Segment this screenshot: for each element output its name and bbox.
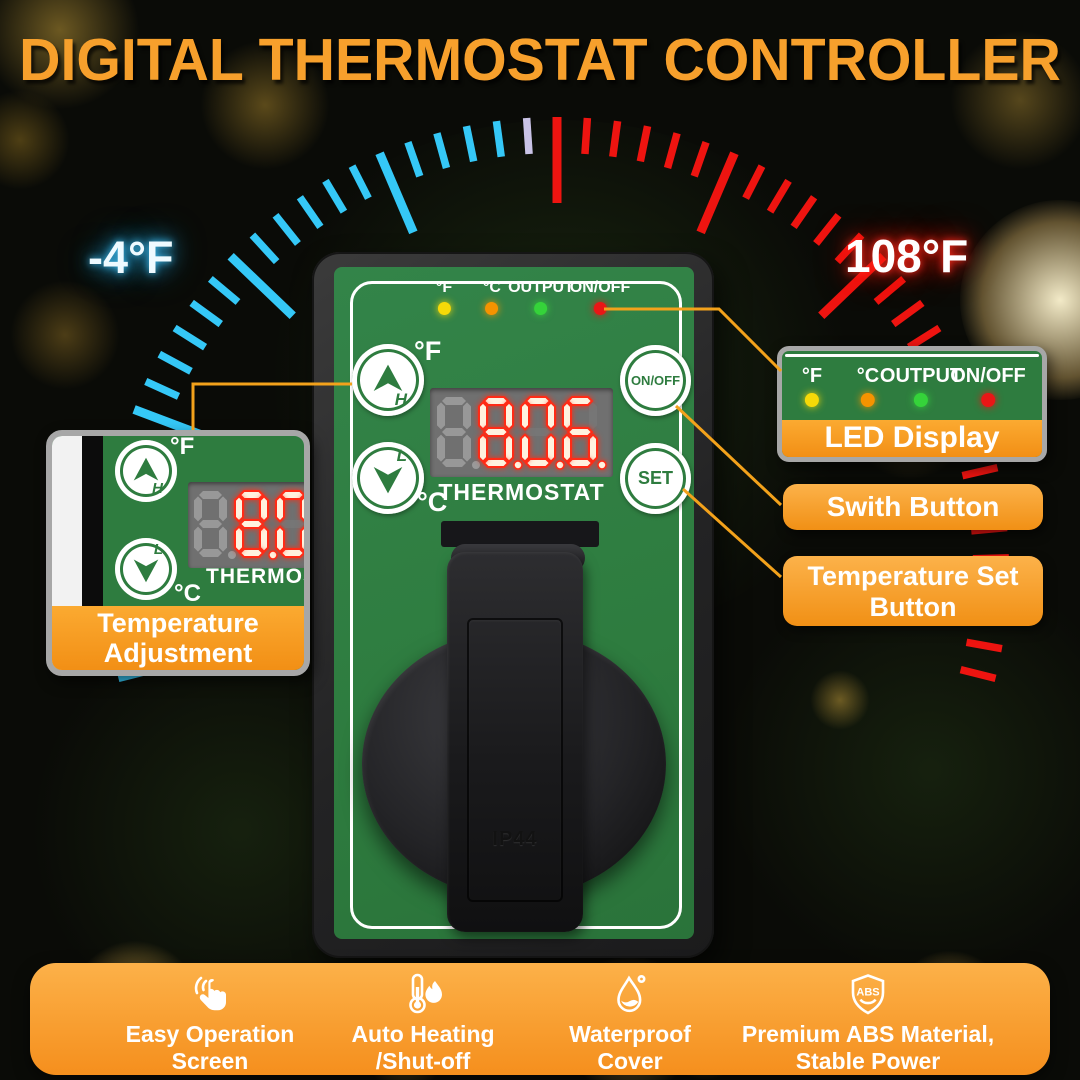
mini-temp-up-button: H xyxy=(115,440,177,502)
feature-label: Waterproof Cover xyxy=(569,1021,691,1075)
indicator-output-led xyxy=(534,302,548,315)
feature-line2: Screen xyxy=(171,1048,249,1074)
indicator-c: °C xyxy=(483,279,501,315)
clasp-inner-outline xyxy=(467,618,563,902)
indicator-output-led xyxy=(914,393,928,407)
touch-icon xyxy=(194,976,226,1011)
indicator-f: °F xyxy=(436,279,452,315)
feature-abs-material: ABS Premium ABS Material, Stable Power xyxy=(718,971,1018,1075)
onoff-button-label: ON/OFF xyxy=(630,373,681,388)
heat-icon xyxy=(409,973,442,1014)
indicator-onoff-label: ON/OFF xyxy=(950,365,1026,387)
feature-line1: Waterproof xyxy=(569,1021,691,1047)
indicator-f-label: °F xyxy=(801,365,823,387)
callout-line1: Temperature Set xyxy=(807,561,1019,591)
up-arrow-icon xyxy=(373,364,403,391)
brand-label: THERMOSTAT xyxy=(438,479,605,505)
indicator-c-led xyxy=(485,302,499,315)
indicator-onoff-led xyxy=(593,302,607,315)
feature-line2: /Shut-off xyxy=(375,1048,471,1074)
indicator-c: °C xyxy=(857,365,879,407)
temp-down-button[interactable]: L xyxy=(352,442,424,514)
feature-label: Easy Operation Screen xyxy=(126,1021,295,1075)
page-title: DIGITAL THERMOSTAT CONTROLLER xyxy=(19,27,1061,93)
indicator-f: °F xyxy=(802,365,822,407)
up-button-letter: H xyxy=(394,390,407,409)
brand-label: THERMOSTAT xyxy=(206,565,304,588)
indicator-onoff: ON/OFF xyxy=(950,365,1026,407)
indicator-output: OUTPUT xyxy=(508,279,574,315)
bokeh-light xyxy=(810,670,870,730)
bokeh-light xyxy=(10,280,120,390)
indicator-onoff-led xyxy=(980,393,995,407)
mini-display-digits xyxy=(194,490,304,560)
indicator-c-led xyxy=(860,393,875,407)
led-display-callout: °F °C OUTPUT ON/OFF LED Display xyxy=(777,346,1047,462)
feature-line1: Easy Operation xyxy=(125,1021,295,1047)
temp-up-button[interactable]: H xyxy=(352,344,424,416)
mini-temp-down-button: L xyxy=(115,538,177,600)
gauge-max-label: 108°F xyxy=(845,230,969,282)
temp-set-button-callout: Temperature Set Button xyxy=(783,556,1043,626)
temperature-adjustment-callout: H °F THERMOSTAT L °C Temperature Adjustm… xyxy=(46,430,310,676)
indicator-c-label: °C xyxy=(483,279,501,296)
down-button-letter: L xyxy=(153,541,163,558)
led-display-label: LED Display xyxy=(782,420,1042,457)
switch-button-callout: Swith Button xyxy=(783,484,1043,530)
ip44-label: IP44 xyxy=(492,828,538,850)
abs-badge-text: ABS xyxy=(856,987,879,999)
down-arrow-icon xyxy=(133,559,159,583)
feature-line1: Premium ABS Material, xyxy=(741,1021,995,1047)
down-button-letter: L xyxy=(396,446,407,465)
cover-hinge-plate xyxy=(441,521,599,547)
celsius-unit-label: °C xyxy=(417,487,448,517)
temperature-adjustment-label: Temperature Adjustment xyxy=(52,606,304,670)
mini-seven-segment-display xyxy=(188,482,304,568)
feature-label: Premium ABS Material, Stable Power xyxy=(742,1021,994,1075)
down-arrow-icon xyxy=(373,467,403,494)
panel-top-line xyxy=(785,354,1039,357)
callout-line1: Temperature xyxy=(97,608,259,638)
display-digits xyxy=(437,396,607,470)
onoff-button[interactable]: ON/OFF xyxy=(620,345,691,416)
abs-shield-icon: ABS xyxy=(851,974,885,1015)
fahrenheit-unit-label: °F xyxy=(170,433,195,460)
set-button[interactable]: SET xyxy=(620,443,691,514)
feature-line2: Cover xyxy=(597,1048,663,1074)
indicator-f-led xyxy=(437,302,451,315)
indicator-onoff: ON/OFF xyxy=(570,279,630,315)
up-button-letter: H xyxy=(152,480,163,497)
feature-bar: Easy Operation Screen Auto Heating /Shut… xyxy=(30,963,1050,1075)
feature-label: Auto Heating /Shut-off xyxy=(351,1021,494,1075)
celsius-unit-label: °C xyxy=(174,580,201,607)
callout-line2: Adjustment xyxy=(103,638,253,668)
feature-line2: Stable Power xyxy=(795,1048,941,1074)
feature-line1: Auto Heating xyxy=(351,1021,495,1047)
indicator-c-label: °C xyxy=(856,365,880,387)
gauge-min-label: -4°F xyxy=(88,232,174,283)
indicator-f-label: °F xyxy=(435,279,453,296)
indicator-output-label: OUTPUT xyxy=(508,279,574,296)
waterproof-icon xyxy=(617,975,646,1013)
bokeh-light xyxy=(0,90,70,190)
indicator-f-led xyxy=(805,393,819,407)
set-button-label: SET xyxy=(637,468,673,488)
indicator-onoff-label: ON/OFF xyxy=(569,279,631,296)
seven-segment-display xyxy=(430,388,613,477)
callout-line2: Button xyxy=(869,592,957,622)
fahrenheit-unit-label: °F xyxy=(414,336,442,366)
waterproof-cover-clasp[interactable]: IP44 xyxy=(447,552,583,932)
